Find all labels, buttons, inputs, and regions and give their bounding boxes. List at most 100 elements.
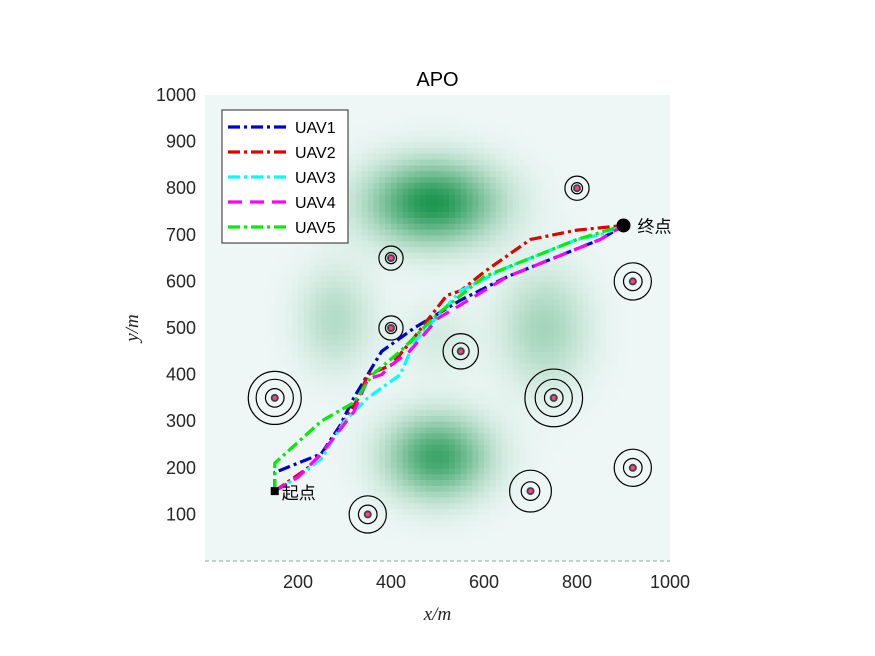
heatmap-cell xyxy=(414,188,421,195)
heatmap-cell xyxy=(547,223,555,230)
heatmap-cell xyxy=(251,310,258,317)
heatmap-cell xyxy=(286,298,293,306)
heatmap-cell xyxy=(495,124,503,131)
heatmap-cell xyxy=(524,106,532,114)
heatmap-cell xyxy=(414,485,421,492)
heatmap-cell xyxy=(425,339,433,347)
heatmap-cell xyxy=(344,508,351,515)
heatmap-cell xyxy=(495,514,503,521)
heatmap-cell xyxy=(559,339,566,347)
heatmap-cell xyxy=(472,409,479,416)
heatmap-cell xyxy=(379,275,386,282)
heatmap-cell xyxy=(536,380,543,387)
heatmap-cell xyxy=(443,491,450,498)
heatmap-cell xyxy=(466,118,473,125)
heatmap-cell xyxy=(216,182,224,189)
heatmap-cell xyxy=(565,392,572,399)
heatmap-cell xyxy=(222,467,229,475)
heatmap-cell xyxy=(501,211,508,218)
heatmap-cell xyxy=(228,304,235,312)
heatmap-cell xyxy=(379,228,386,236)
heatmap-cell xyxy=(454,392,462,399)
heatmap-cell xyxy=(460,386,468,393)
heatmap-cell xyxy=(234,246,241,253)
heatmap-cell xyxy=(460,456,468,463)
heatmap-cell xyxy=(263,438,270,446)
heatmap-cell xyxy=(292,555,299,561)
heatmap-cell xyxy=(489,240,497,248)
heatmap-cell xyxy=(414,118,421,125)
heatmap-cell xyxy=(332,351,340,358)
heatmap-cell xyxy=(321,328,328,335)
heatmap-cell xyxy=(513,467,520,475)
heatmap-cell xyxy=(280,293,287,300)
heatmap-cell xyxy=(309,275,317,282)
heatmap-cell xyxy=(396,409,404,416)
heatmap-cell xyxy=(454,170,462,178)
heatmap-cell xyxy=(315,491,322,498)
heatmap-cell xyxy=(542,555,549,561)
heatmap-cell xyxy=(402,427,410,434)
heatmap-cell xyxy=(524,118,532,125)
heatmap-cell xyxy=(489,298,497,306)
heatmap-cell xyxy=(559,263,566,271)
heatmap-cell xyxy=(367,345,375,352)
heatmap-cell xyxy=(542,153,549,160)
heatmap-cell xyxy=(379,520,386,527)
heatmap-cell xyxy=(257,246,264,253)
heatmap-cell xyxy=(391,537,398,545)
heatmap-cell xyxy=(367,293,375,300)
heatmap-cell xyxy=(315,357,322,364)
heatmap-cell xyxy=(402,403,410,411)
heatmap-cell xyxy=(274,252,282,259)
heatmap-cell xyxy=(239,543,247,550)
heatmap-cell xyxy=(542,118,549,125)
heatmap-cell xyxy=(332,555,340,561)
heatmap-cell xyxy=(321,380,328,387)
heatmap-cell xyxy=(234,263,241,271)
heatmap-cell xyxy=(536,293,543,300)
heatmap-cell xyxy=(216,199,224,207)
heatmap-cell xyxy=(315,467,322,475)
heatmap-cell xyxy=(321,281,328,288)
heatmap-cell xyxy=(425,380,433,387)
heatmap-cell xyxy=(361,106,369,114)
heatmap-cell xyxy=(420,502,427,510)
heatmap-cell xyxy=(530,141,537,149)
heatmap-cell xyxy=(298,316,305,323)
heatmap-cell xyxy=(245,555,253,561)
heatmap-cell xyxy=(518,432,526,440)
heatmap-cell xyxy=(559,409,566,416)
heatmap-cell xyxy=(251,339,258,347)
heatmap-cell xyxy=(542,164,549,172)
heatmap-cell xyxy=(443,159,450,166)
heatmap-cell xyxy=(460,170,468,178)
heatmap-cell xyxy=(501,153,508,160)
heatmap-cell xyxy=(478,240,485,248)
heatmap-cell xyxy=(361,275,369,282)
heatmap-cell xyxy=(547,479,555,486)
heatmap-cell xyxy=(553,520,561,527)
heatmap-cell xyxy=(420,100,427,108)
heatmap-cell xyxy=(431,182,439,189)
heatmap-cell xyxy=(489,496,497,504)
heatmap-cell xyxy=(536,112,543,119)
heatmap-cell xyxy=(507,159,514,166)
heatmap-cell xyxy=(332,380,340,387)
heatmap-cell xyxy=(472,368,479,376)
heatmap-cell xyxy=(443,269,450,277)
heatmap-cell xyxy=(350,467,357,475)
heatmap-cell xyxy=(437,176,444,183)
heatmap-cell xyxy=(501,129,508,137)
heatmap-cell xyxy=(431,467,439,475)
heatmap-cell xyxy=(518,106,526,114)
heatmap-cell xyxy=(536,228,543,236)
heatmap-cell xyxy=(449,531,456,539)
heatmap-cell xyxy=(484,95,491,102)
heatmap-cell xyxy=(466,153,473,160)
heatmap-cell xyxy=(292,298,299,306)
heatmap-cell xyxy=(530,275,537,282)
heatmap-cell xyxy=(478,456,485,463)
heatmap-cell xyxy=(286,514,293,521)
heatmap-cell xyxy=(315,555,322,561)
